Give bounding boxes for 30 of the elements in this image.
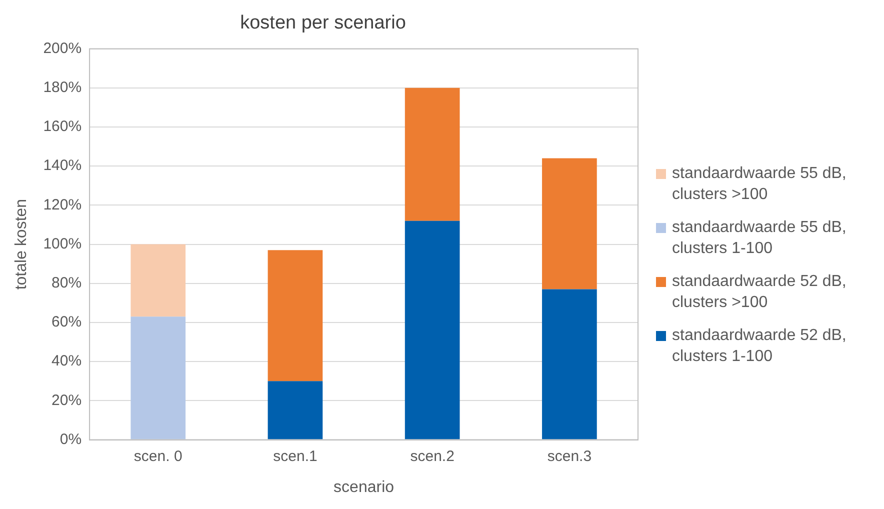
y-tick-label: 80% bbox=[52, 274, 82, 292]
bar bbox=[542, 289, 597, 440]
chart-title: kosten per scenario bbox=[240, 12, 406, 34]
y-tick-label: 120% bbox=[43, 196, 82, 214]
legend-label: standaardwaarde 55 dB, clusters >100 bbox=[672, 164, 848, 205]
bar bbox=[268, 250, 323, 382]
x-tick-label: scen.1 bbox=[273, 448, 318, 465]
x-tick-label: scen.3 bbox=[547, 448, 592, 465]
bar bbox=[542, 158, 597, 290]
x-tick-label: scen. 0 bbox=[134, 448, 182, 465]
y-axis-title: totale kosten bbox=[13, 198, 30, 290]
y-tick-label: 200% bbox=[43, 40, 82, 57]
bar bbox=[268, 381, 323, 440]
bar bbox=[130, 316, 186, 440]
y-tick-label: 180% bbox=[43, 79, 82, 96]
bar bbox=[404, 220, 460, 440]
x-axis-title: scenario bbox=[334, 478, 394, 496]
y-tick-label: 0% bbox=[60, 430, 82, 448]
bar bbox=[130, 244, 186, 317]
y-tick-label: 140% bbox=[43, 157, 82, 174]
y-tick-label: 40% bbox=[52, 352, 82, 370]
bar bbox=[404, 88, 460, 221]
y-tick-label: 60% bbox=[52, 314, 82, 331]
y-tick-label: 160% bbox=[43, 118, 82, 136]
x-tick-label: scen.2 bbox=[410, 448, 454, 465]
legend-label: standaardwaarde 55 dB, clusters 1-100 bbox=[672, 218, 848, 259]
legend-label: standaardwaarde 52 dB, clusters >100 bbox=[672, 272, 848, 313]
y-tick-label: 20% bbox=[52, 392, 82, 409]
y-tick-label: 100% bbox=[43, 235, 82, 252]
legend-label: standaardwaarde 52 dB, clusters 1-100 bbox=[672, 326, 848, 367]
